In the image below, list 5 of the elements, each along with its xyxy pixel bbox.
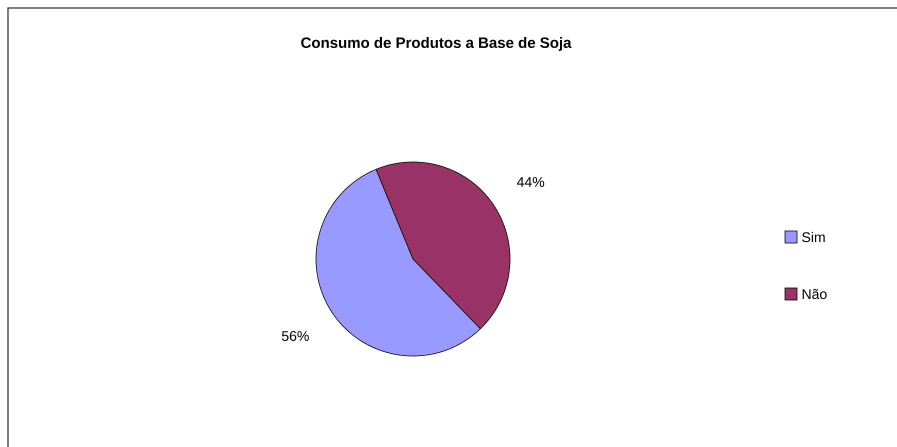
legend-label: Não [802, 288, 827, 300]
legend-label: Sim [802, 232, 825, 242]
data-label: 56% [282, 331, 309, 341]
chart-title: Consumo de Produtos a Base de Soja [301, 37, 572, 51]
data-label: 44% [516, 177, 544, 187]
